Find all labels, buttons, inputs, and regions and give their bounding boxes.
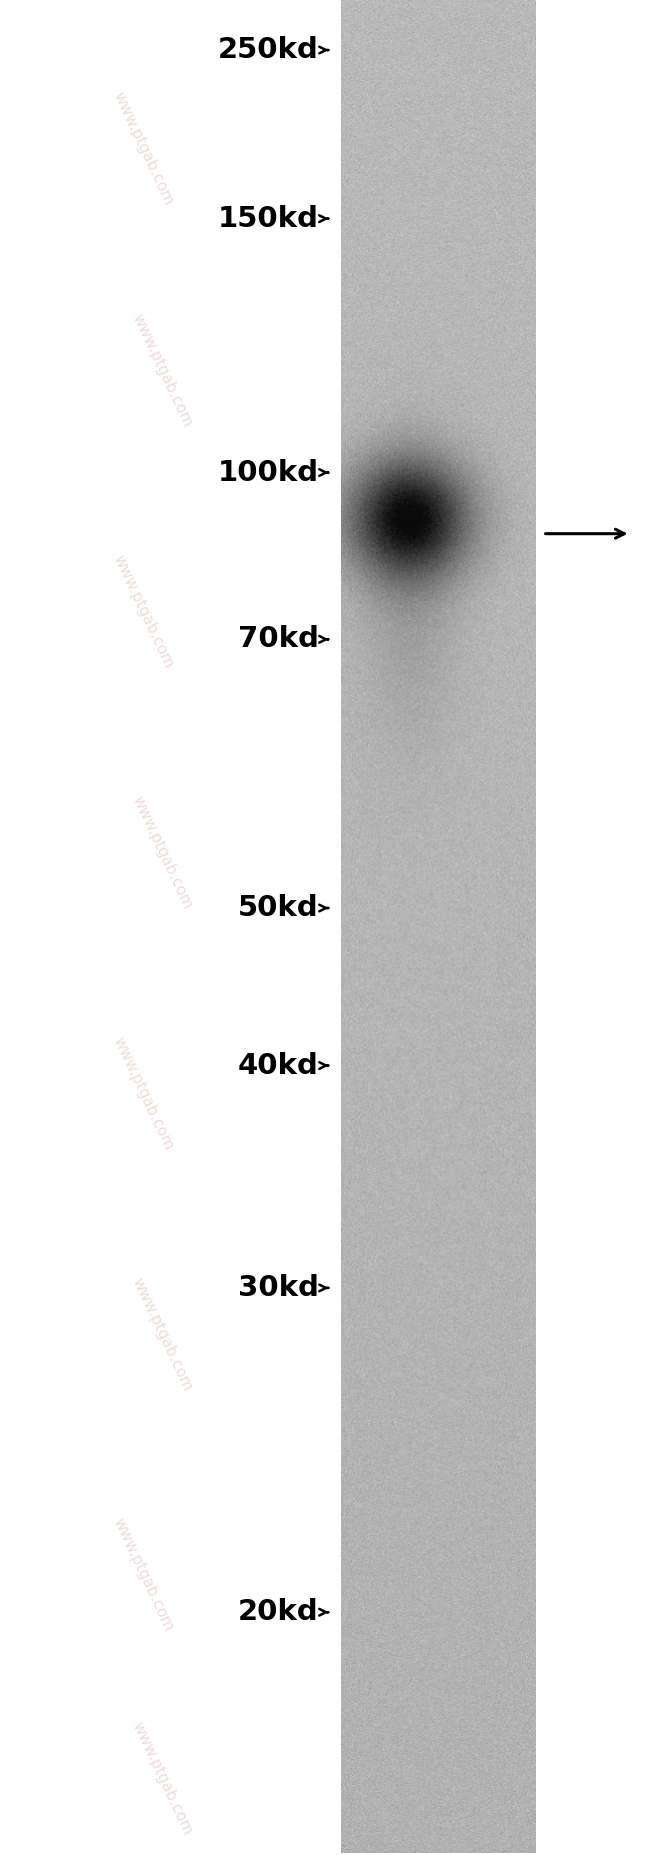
Text: www.ptgab.com: www.ptgab.com <box>129 794 196 911</box>
Text: www.ptgab.com: www.ptgab.com <box>129 1274 196 1393</box>
Text: 150kd: 150kd <box>218 204 318 232</box>
Text: 30kd: 30kd <box>237 1274 318 1302</box>
Text: 250kd: 250kd <box>218 35 318 65</box>
Text: www.ptgab.com: www.ptgab.com <box>110 1035 176 1152</box>
Text: www.ptgab.com: www.ptgab.com <box>129 1720 196 1838</box>
Text: www.ptgab.com: www.ptgab.com <box>129 312 196 430</box>
Text: 20kd: 20kd <box>238 1599 318 1627</box>
Text: 70kd: 70kd <box>237 625 318 653</box>
Text: www.ptgab.com: www.ptgab.com <box>110 1516 176 1634</box>
Text: www.ptgab.com: www.ptgab.com <box>110 553 176 670</box>
Text: 40kd: 40kd <box>238 1052 318 1080</box>
Text: 50kd: 50kd <box>238 894 318 922</box>
Text: www.ptgab.com: www.ptgab.com <box>110 89 176 208</box>
Text: 100kd: 100kd <box>217 458 318 486</box>
